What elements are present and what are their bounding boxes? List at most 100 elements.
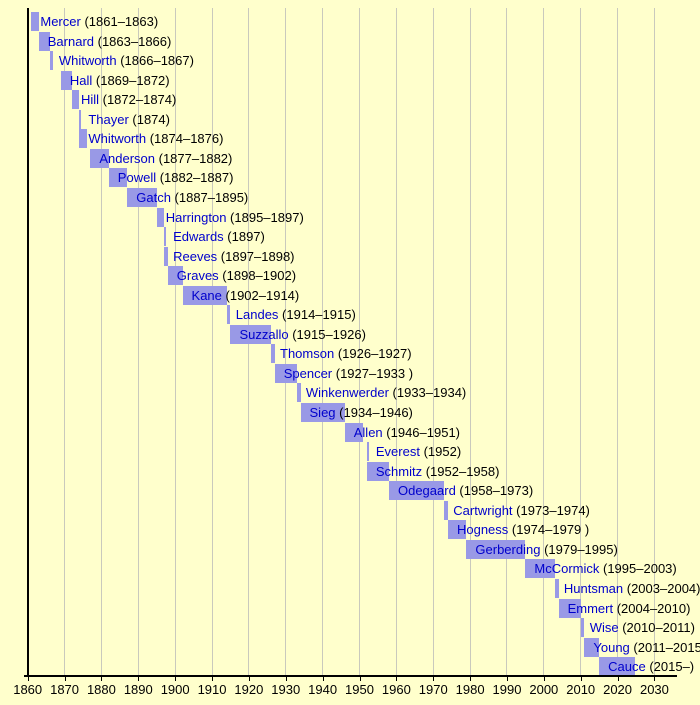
x-axis-tick — [64, 676, 66, 681]
president-label: Young (2011–2015) — [593, 638, 700, 657]
x-axis-tick — [285, 676, 287, 681]
president-name-link[interactable]: Whitworth — [88, 131, 147, 147]
decade-gridline — [64, 8, 66, 676]
president-term-bar — [71, 90, 80, 110]
president-label: Hogness (1974–1979 ) — [457, 520, 589, 539]
president-term-bar — [274, 363, 297, 383]
president-term-bar — [366, 461, 389, 481]
president-name-link[interactable]: Cartwright — [453, 502, 513, 518]
president-term-years: (1897–1898) — [217, 248, 295, 264]
president-name-link[interactable]: Hogness — [456, 522, 509, 538]
president-name-link[interactable]: Schmitz — [375, 463, 423, 479]
president-term-years: (1995–2003) — [599, 561, 677, 577]
president-name-link[interactable]: Emmert — [567, 600, 614, 616]
president-name-link[interactable]: Cauce — [608, 659, 646, 675]
president-name-link[interactable]: Edwards — [173, 229, 224, 245]
decade-gridline — [580, 8, 582, 676]
president-name-link[interactable]: Landes — [235, 307, 279, 323]
president-name-link[interactable]: Thomson — [280, 346, 335, 362]
president-term-years: (1915–1926) — [288, 326, 366, 342]
x-axis-tick-label: 1870 — [50, 682, 80, 697]
president-term-years: (1898–1902) — [218, 268, 297, 284]
president-term-bar — [558, 598, 581, 618]
decade-gridline — [469, 8, 471, 676]
president-term-years: (1974–1979 ) — [508, 522, 590, 538]
president-name-link[interactable]: Gatch — [136, 189, 171, 205]
president-name-link[interactable]: Everest — [375, 444, 420, 460]
president-name-link[interactable]: Suzzallo — [239, 326, 289, 342]
decade-gridline — [211, 8, 213, 676]
president-term-bar — [388, 481, 445, 501]
president-label: Edwards (1897) — [173, 227, 265, 246]
president-label: Sieg (1934–1946) — [310, 403, 413, 422]
president-term-bar — [296, 383, 301, 403]
president-term-bar — [90, 148, 109, 168]
president-name-link[interactable]: Young — [593, 639, 630, 655]
president-term-years: (1866–1867) — [116, 53, 194, 69]
x-axis-tick — [433, 676, 435, 681]
president-label: Gatch (1887–1895) — [136, 188, 248, 207]
x-axis-tick-label: 1940 — [308, 682, 338, 697]
president-name-link[interactable]: McCormick — [534, 561, 600, 577]
president-label: Kane (1902–1914) — [192, 286, 300, 305]
president-term-bar — [79, 109, 82, 129]
president-label: Wise (2010–2011) — [590, 618, 695, 637]
president-name-link[interactable]: Wise — [589, 620, 619, 636]
president-name-link[interactable]: Spencer — [283, 365, 333, 381]
president-term-years: (2004–2010) — [613, 600, 691, 616]
president-name-link[interactable]: Barnard — [47, 33, 94, 49]
x-axis-tick — [506, 676, 508, 681]
president-label: Thayer (1874) — [88, 110, 170, 129]
president-name-link[interactable]: Graves — [176, 268, 219, 284]
president-label: Barnard (1863–1866) — [48, 32, 172, 51]
president-term-bar — [164, 227, 166, 247]
decade-gridline — [174, 8, 176, 676]
x-axis-tick — [101, 676, 103, 681]
president-term-bar — [167, 266, 183, 286]
y-axis-line — [26, 8, 29, 676]
president-name-link[interactable]: Whitworth — [58, 53, 117, 69]
president-term-bar — [164, 246, 168, 266]
president-name-link[interactable]: Thayer — [88, 111, 129, 127]
president-label: Hill (1872–1874) — [81, 90, 176, 109]
president-name-link[interactable]: Mercer — [40, 14, 81, 29]
president-term-bar — [466, 539, 526, 559]
president-name-link[interactable]: Allen — [353, 424, 383, 440]
president-term-years: (1874–1876) — [146, 131, 224, 147]
president-term-bar — [444, 500, 448, 520]
president-name-link[interactable]: Kane — [191, 287, 222, 303]
x-axis-tick-label: 1900 — [160, 682, 190, 697]
x-axis-tick — [580, 676, 582, 681]
president-name-link[interactable]: Hill — [80, 92, 99, 108]
president-name-link[interactable]: Winkenwerder — [305, 385, 389, 401]
president-name-link[interactable]: Sieg — [309, 405, 336, 420]
president-name-link[interactable]: Gerberding — [475, 541, 541, 557]
x-axis-tick-label: 2000 — [529, 682, 559, 697]
president-name-link[interactable]: Hall — [69, 72, 93, 88]
x-axis-tick — [654, 676, 656, 681]
president-term-years: (1861–1863) — [80, 14, 159, 29]
president-label: Landes (1914–1915) — [236, 305, 356, 324]
president-label: Hall (1869–1872) — [70, 71, 170, 90]
president-term-years: (1933–1934) — [388, 385, 467, 401]
president-term-years: (2003–2004) — [623, 580, 700, 596]
x-axis-tick — [138, 676, 140, 681]
president-term-bar — [31, 12, 39, 31]
president-term-bar — [447, 520, 467, 540]
x-axis-tick — [212, 676, 214, 681]
president-name-link[interactable]: Anderson — [99, 150, 156, 166]
president-name-link[interactable]: Odegaard — [397, 483, 456, 499]
president-label: Reeves (1897–1898) — [173, 247, 294, 266]
president-name-link[interactable]: Harrington — [165, 209, 227, 225]
president-name-link[interactable]: Powell — [117, 170, 157, 186]
president-term-years: (1897) — [223, 229, 265, 245]
x-axis-tick — [543, 676, 545, 681]
president-name-link[interactable]: Huntsman — [563, 580, 624, 596]
x-axis-tick-label: 1980 — [455, 682, 485, 697]
president-name-link[interactable]: Reeves — [173, 248, 218, 264]
president-term-bar — [271, 344, 275, 364]
president-label: McCormick (1995–2003) — [534, 559, 676, 578]
decade-gridline — [322, 8, 324, 676]
decade-gridline — [653, 8, 655, 676]
